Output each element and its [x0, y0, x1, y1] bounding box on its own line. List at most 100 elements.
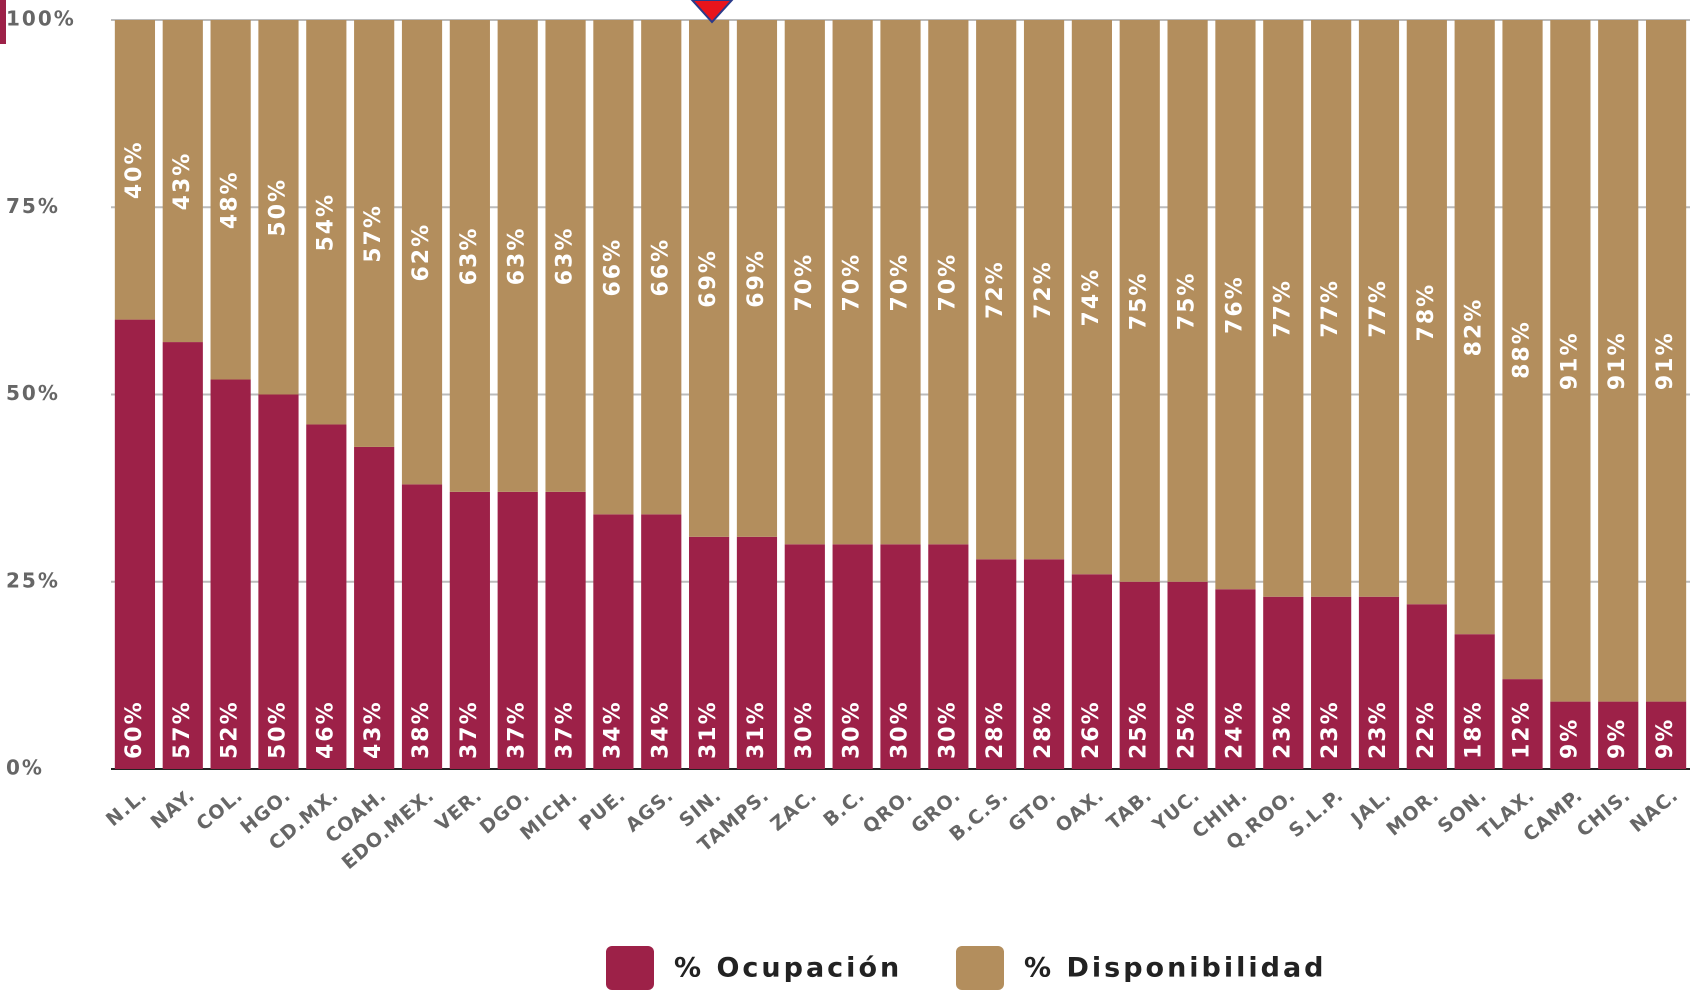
value-label: 30% [840, 700, 865, 759]
x-tick-label: NAC. [1626, 784, 1683, 837]
bar-segment [1167, 20, 1208, 582]
corner-accent [0, 0, 6, 44]
bar-segment [784, 20, 825, 545]
bar-segment [306, 424, 347, 769]
bar-segment [689, 536, 730, 769]
value-label: 70% [792, 253, 817, 312]
y-tick-label: 25% [6, 568, 60, 592]
legend-swatch [606, 946, 654, 990]
value-label: 37% [505, 700, 530, 759]
bar-segment [1071, 574, 1112, 769]
value-label: 74% [1079, 268, 1104, 327]
bar-segment [689, 20, 730, 537]
bar-segment [1645, 701, 1687, 769]
value-label: 52% [218, 700, 243, 759]
value-label: 66% [600, 238, 625, 297]
bar-segment [1263, 20, 1304, 597]
bar-segment [545, 20, 586, 492]
value-label: 75% [1127, 272, 1152, 331]
bar-segment [114, 319, 156, 769]
x-tick-label: AGS. [622, 784, 678, 836]
x-tick-label: GTO. [1004, 784, 1060, 836]
value-label: 31% [744, 700, 769, 759]
value-label: 43% [170, 152, 195, 211]
value-label: 66% [648, 238, 673, 297]
value-label: 72% [1031, 260, 1056, 319]
value-label: 77% [1366, 279, 1391, 338]
x-tick-label: S.L.P. [1285, 784, 1348, 842]
bar-segment [1023, 20, 1065, 560]
value-label: 23% [1318, 700, 1343, 759]
bar-segment [449, 20, 490, 492]
bar-segment [1311, 596, 1352, 769]
value-label: 30% [888, 700, 913, 759]
bar-segment [401, 20, 443, 485]
value-label: 9% [1653, 718, 1678, 759]
x-tick-label: PUE. [575, 784, 630, 835]
value-label: 76% [1222, 275, 1247, 334]
bar-segment [258, 394, 299, 769]
value-label: 24% [1222, 700, 1247, 759]
value-label: 69% [696, 249, 721, 308]
value-label: 82% [1462, 298, 1487, 357]
value-label: 43% [361, 700, 386, 759]
bar-segment [928, 544, 969, 769]
value-label: 9% [1605, 718, 1630, 759]
bar-segment [976, 20, 1017, 560]
bar-segment [1071, 20, 1112, 575]
bar-segment [449, 491, 490, 769]
bar-segment [1311, 20, 1352, 597]
bar-segment [1023, 559, 1065, 769]
x-tick-label: N.L. [102, 784, 152, 831]
bar-segment [1119, 20, 1160, 582]
x-tick-label: OAX. [1051, 784, 1108, 837]
legend-swatch [956, 946, 1004, 990]
y-tick-label: 0% [6, 756, 44, 780]
value-label: 22% [1414, 700, 1439, 759]
value-label: 91% [1605, 331, 1630, 390]
value-label: 28% [1031, 700, 1056, 759]
bar-segment [401, 484, 443, 769]
bar-segment [976, 559, 1017, 769]
bar-segment [210, 20, 251, 380]
bar-segment [832, 20, 873, 545]
value-label: 77% [1270, 279, 1295, 338]
bar-segment [736, 536, 778, 769]
bar-segment [1550, 701, 1591, 769]
value-label: 9% [1557, 718, 1582, 759]
bar-segment [736, 20, 778, 537]
value-label: 54% [313, 193, 338, 252]
x-tick-label: NAY. [147, 784, 200, 833]
bar-segment [354, 20, 395, 447]
bar-segment [1167, 581, 1208, 769]
bar-segment [593, 514, 634, 769]
value-label: 78% [1414, 283, 1439, 342]
value-label: 25% [1127, 700, 1152, 759]
bar-segment [880, 20, 921, 545]
bar-segment [1263, 596, 1304, 769]
value-label: 37% [553, 700, 578, 759]
value-label: 48% [218, 170, 243, 229]
value-label: 77% [1318, 279, 1343, 338]
value-label: 34% [600, 700, 625, 759]
marker [690, 0, 734, 24]
bar-segment [593, 20, 634, 515]
bar-segment [641, 20, 682, 515]
x-tick-label: COL. [192, 784, 247, 835]
bar-segment [354, 446, 395, 769]
bar-segment [1645, 20, 1687, 702]
bar-segment [1215, 589, 1256, 769]
bar-segment [1454, 634, 1495, 769]
value-label: 18% [1462, 700, 1487, 759]
bar-segment [1119, 581, 1160, 769]
value-label: 91% [1653, 331, 1678, 390]
bar-segment [641, 514, 682, 769]
legend-label: % Disponibilidad [1024, 953, 1327, 984]
bar-segment [1215, 20, 1256, 590]
bar-segment [1550, 20, 1591, 702]
value-label: 30% [792, 700, 817, 759]
bars [114, 20, 1687, 769]
legend-label: % Ocupación [674, 953, 902, 984]
value-label: 30% [935, 700, 960, 759]
